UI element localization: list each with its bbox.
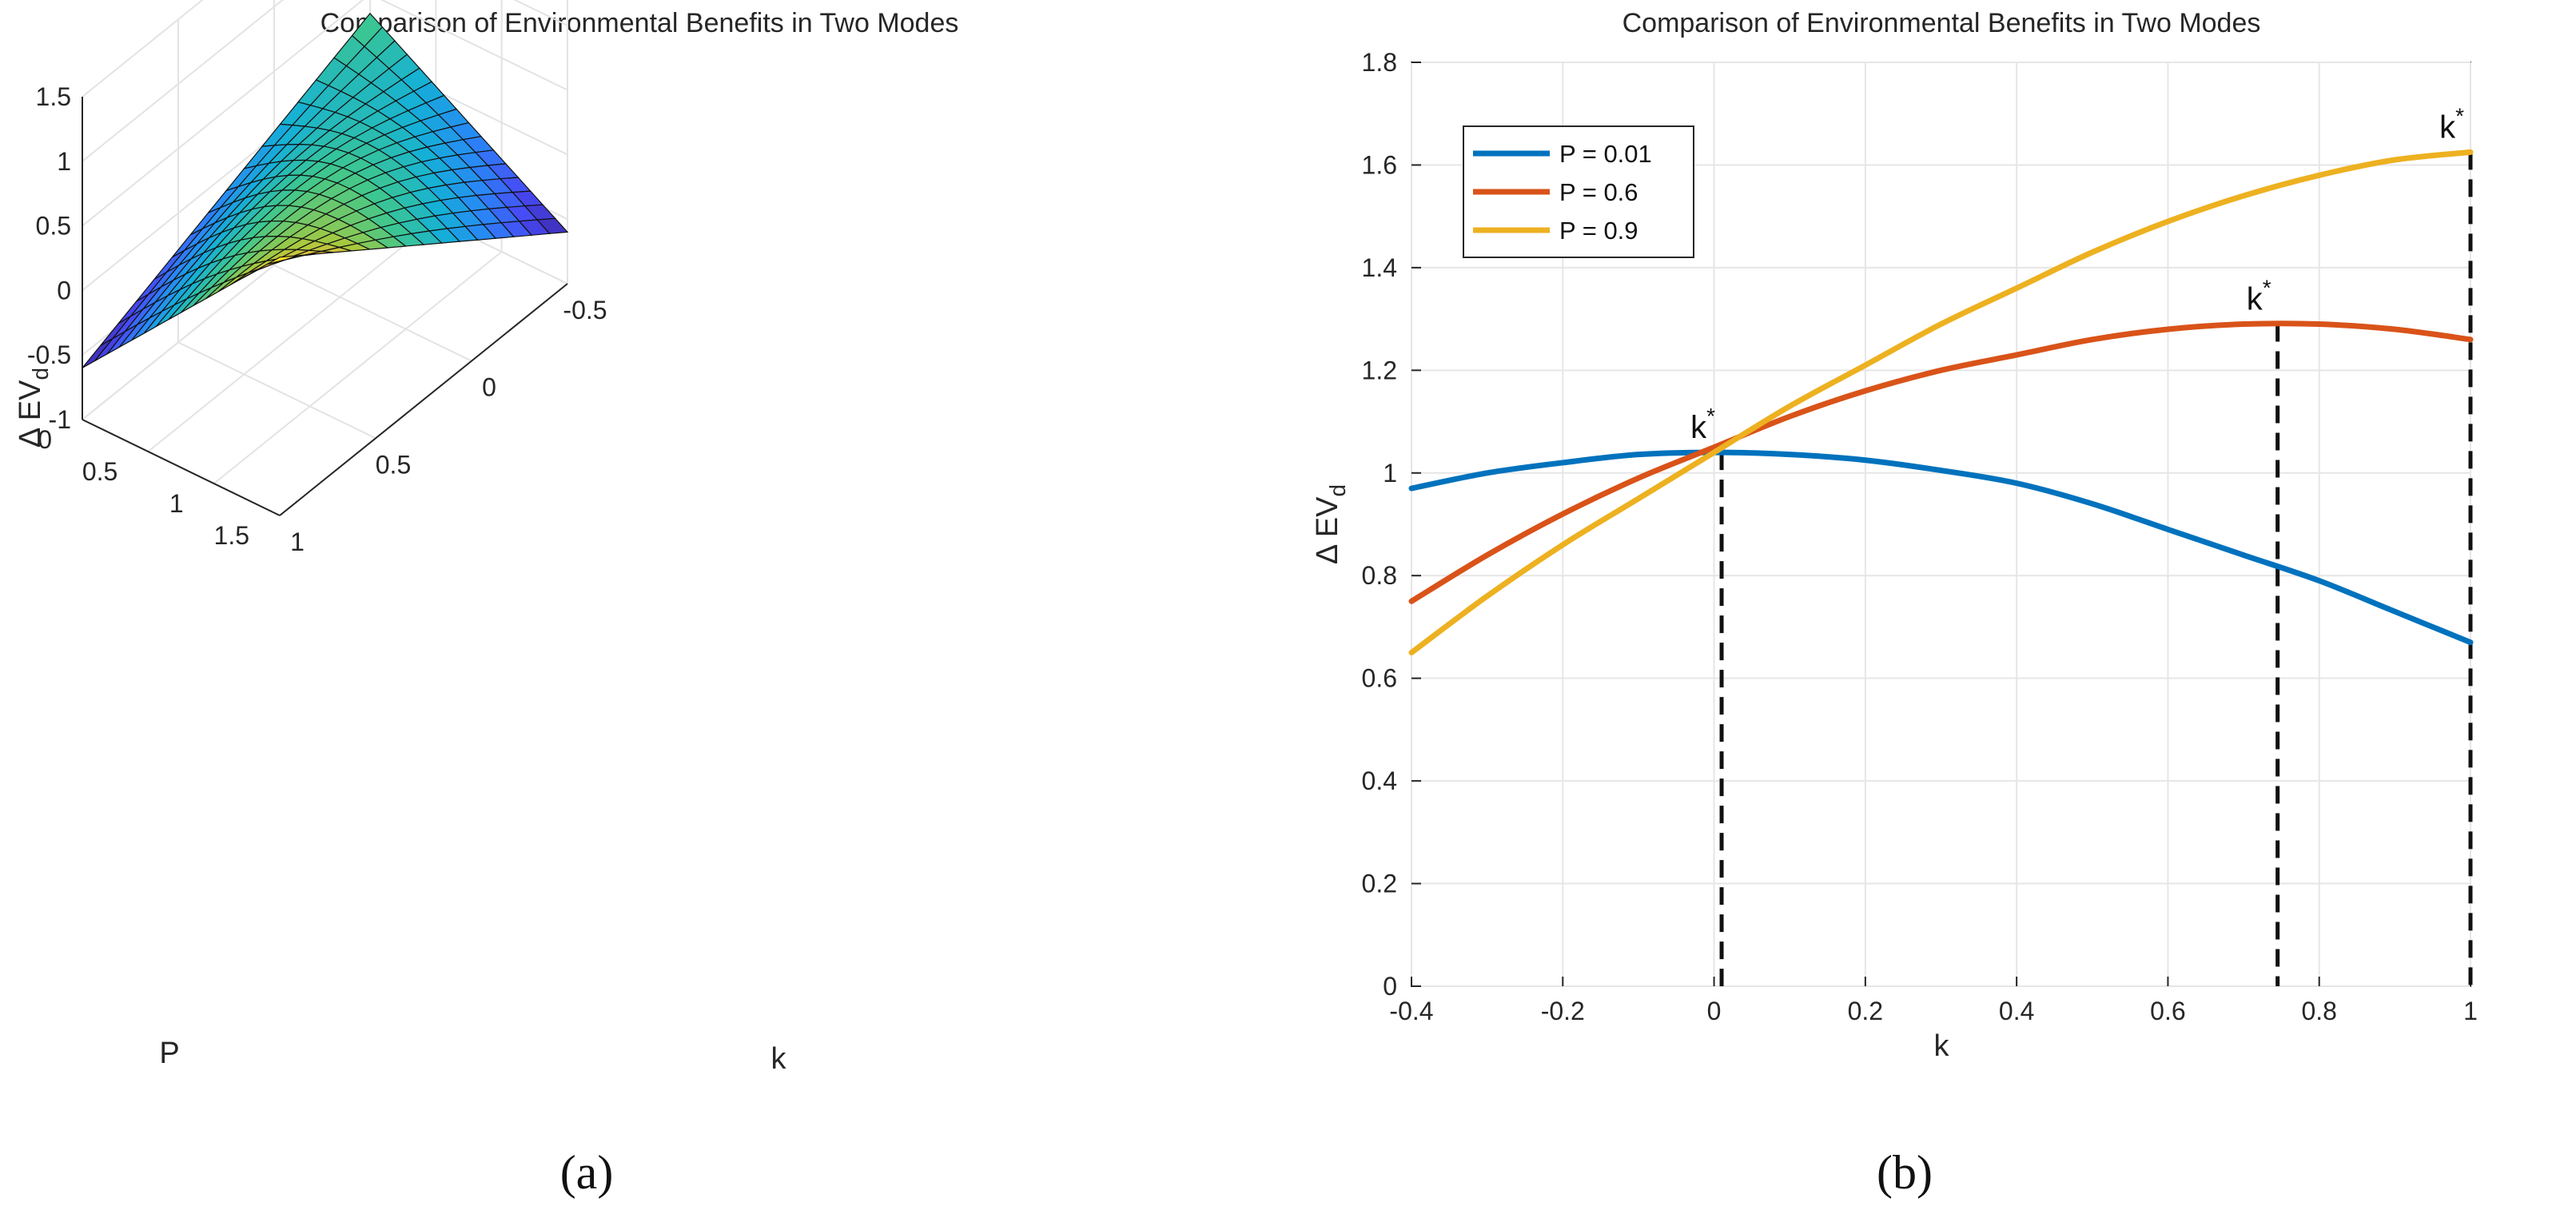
floor-gridline xyxy=(177,341,376,440)
panel-a: Comparison of Environmental Benefits in … xyxy=(14,0,959,1199)
chart-b-xlabel: k xyxy=(1934,1029,1950,1063)
wall-gridline xyxy=(82,0,364,227)
y-tick-label: 0.6 xyxy=(1362,664,1397,693)
kstar-label: k* xyxy=(2439,103,2464,145)
series-line xyxy=(1408,449,2474,646)
z-tick-label: -1 xyxy=(49,405,71,434)
chart-a-title: Comparison of Environmental Benefits in … xyxy=(321,8,959,38)
y-tick-label: 1.4 xyxy=(1362,253,1397,282)
y-tick-label: 1.2 xyxy=(1362,356,1397,384)
y-tick-label: 0 xyxy=(1383,972,1397,1001)
chart-a-ylabel: P xyxy=(159,1037,179,1070)
z-tick-label: -0.5 xyxy=(27,340,71,369)
chart-b-title: Comparison of Environmental Benefits in … xyxy=(1622,8,2261,38)
y-tick-label: 0.8 xyxy=(1362,561,1397,590)
y-tick-label: 1.6 xyxy=(1362,150,1397,179)
series-line xyxy=(1408,320,2474,604)
wall-gridline xyxy=(82,0,285,162)
wall-gridline xyxy=(82,0,204,98)
y-tick-label: 0.2 xyxy=(1362,870,1397,898)
legend-label: P = 0.6 xyxy=(1559,178,1638,206)
z-tick-label: 0 xyxy=(57,276,71,304)
chart-a-zlabel: Δ EVd xyxy=(14,368,53,448)
wall-gridline xyxy=(380,0,568,91)
legend-label: P = 0.9 xyxy=(1559,217,1638,245)
legend-label: P = 0.01 xyxy=(1559,140,1652,168)
floor-gridline xyxy=(213,251,503,484)
chart-b-annotations: k* k* k* xyxy=(1690,103,2464,445)
k-tick-label: -0.5 xyxy=(563,296,607,324)
surface-patch xyxy=(267,255,298,265)
chart-b-ylabel: Δ EVd xyxy=(1311,484,1350,564)
kstar-label: k* xyxy=(2247,276,2271,317)
z-tick-label: 1.5 xyxy=(36,82,71,111)
y-tick-label: 1.8 xyxy=(1362,48,1397,77)
x-tick-label: 0.2 xyxy=(1848,997,1883,1025)
p-tick-label: 0 xyxy=(38,425,52,454)
line-plot: Comparison of Environmental Benefits in … xyxy=(1311,8,2478,1199)
p-tick-label: 0.5 xyxy=(82,457,117,486)
x-tick-label: 0.4 xyxy=(1999,997,2034,1025)
k-tick-label: 1 xyxy=(290,527,305,556)
z-tick-label: 1 xyxy=(57,147,71,176)
x-tick-label: -0.2 xyxy=(1541,997,1585,1025)
wall-gridline xyxy=(513,0,568,26)
chart-b-series xyxy=(1408,149,2474,656)
p-tick-label: 1 xyxy=(169,489,184,518)
p-tick-label: 1.5 xyxy=(214,521,249,550)
kstar-label: k* xyxy=(1690,404,1715,445)
x-tick-label: -0.4 xyxy=(1389,997,1433,1025)
chart-b-kstar-lines xyxy=(1719,152,2473,986)
x-tick-label: 0.6 xyxy=(2150,997,2185,1025)
surface-plot: Comparison of Environmental Benefits in … xyxy=(14,0,959,1199)
k-tick-label: 0.5 xyxy=(376,450,411,479)
floor-gridline xyxy=(273,264,472,362)
chart-a-surface xyxy=(82,12,569,368)
chart-b-ticks: -0.4 -0.2 0 0.2 0.4 0.6 0.8 1 0 0.2 0.4 0.6 0.8 1 1.2 1… xyxy=(1362,48,2478,1025)
chart-a-xlabel: k xyxy=(771,1042,787,1076)
k-tick-label: 0 xyxy=(482,373,496,402)
x-tick-label: 1 xyxy=(2463,997,2478,1025)
k-axis-line xyxy=(279,283,568,516)
chart-b-legend: P = 0.01 P = 0.6 P = 0.9 xyxy=(1463,125,1694,258)
caption-a: (a) xyxy=(560,1146,614,1199)
panel-b: Comparison of Environmental Benefits in … xyxy=(1288,0,2576,1218)
floor-gridline xyxy=(147,219,436,452)
caption-b: (b) xyxy=(1877,1146,1933,1199)
z-tick-label: 0.5 xyxy=(36,212,71,241)
series-line xyxy=(1408,149,2474,656)
y-tick-label: 1 xyxy=(1383,459,1397,488)
x-tick-label: 0.8 xyxy=(2301,997,2336,1025)
chart-a-ticks: -1 -0.5 0 0.5 1 1.5 0 0.5 1 1.5 1 0.5 0 -0.5 xyxy=(27,82,607,556)
x-tick-label: 0 xyxy=(1707,997,1722,1025)
y-tick-label: 0.4 xyxy=(1362,766,1397,795)
p-axis-line xyxy=(82,419,281,516)
